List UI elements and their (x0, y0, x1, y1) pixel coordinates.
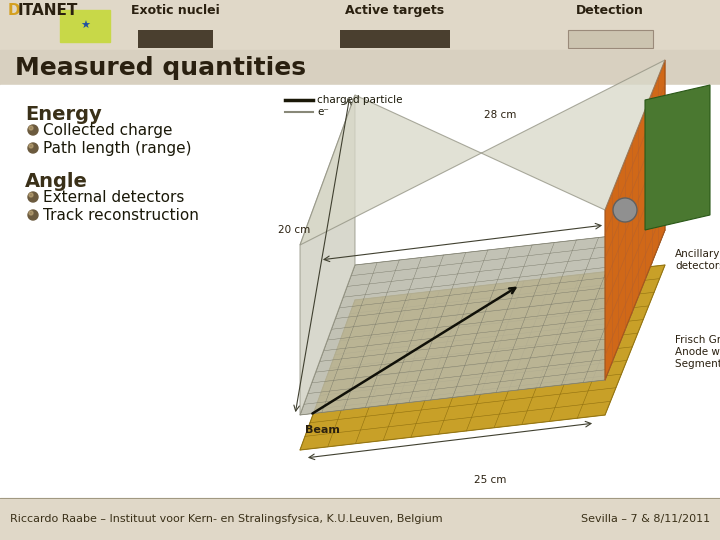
Text: Track reconstruction: Track reconstruction (43, 207, 199, 222)
Circle shape (29, 211, 33, 215)
Text: Segmented cathode: Segmented cathode (675, 359, 720, 369)
Text: Exotic nuclei: Exotic nuclei (130, 4, 220, 17)
Polygon shape (645, 85, 710, 230)
Bar (568, 30, 653, 48)
Text: ITANET: ITANET (18, 3, 78, 18)
Circle shape (613, 198, 637, 222)
Text: charged particle: charged particle (317, 95, 402, 105)
Bar (60, 10, 110, 42)
Bar (0, 50, 720, 85)
Circle shape (29, 193, 33, 197)
Polygon shape (605, 60, 665, 380)
Text: Detection: Detection (576, 4, 644, 17)
Circle shape (29, 144, 33, 148)
Bar (0, 498, 720, 540)
Circle shape (28, 125, 38, 135)
Text: Sevilla – 7 & 8/11/2011: Sevilla – 7 & 8/11/2011 (581, 514, 710, 524)
Text: Frisch Grid: Frisch Grid (675, 335, 720, 345)
Text: Active targets: Active targets (346, 4, 444, 17)
Circle shape (28, 210, 38, 220)
Text: Collected charge: Collected charge (43, 123, 173, 138)
Circle shape (29, 126, 33, 130)
Bar (138, 30, 213, 48)
Polygon shape (300, 60, 665, 245)
Text: D: D (8, 3, 21, 18)
Bar (340, 30, 450, 48)
Text: Path length (range): Path length (range) (43, 140, 192, 156)
Circle shape (28, 192, 38, 202)
Text: e⁻: e⁻ (317, 107, 329, 117)
Text: 20 cm: 20 cm (278, 225, 310, 235)
Text: Ancillary
detectors: Ancillary detectors (675, 249, 720, 271)
Text: Measured quantities: Measured quantities (15, 56, 306, 80)
Text: Angle: Angle (25, 172, 88, 191)
Bar (0, 0, 720, 50)
Text: Beam: Beam (305, 425, 340, 435)
Polygon shape (300, 95, 355, 415)
Text: Riccardo Raabe – Instituut voor Kern- en Stralingsfysica, K.U.Leuven, Belgium: Riccardo Raabe – Instituut voor Kern- en… (10, 514, 443, 524)
Text: 25 cm: 25 cm (474, 475, 506, 485)
Text: 28 cm: 28 cm (484, 110, 516, 120)
Circle shape (28, 143, 38, 153)
Text: Anode wires: Anode wires (675, 347, 720, 357)
Text: Energy: Energy (25, 105, 102, 124)
Polygon shape (300, 265, 665, 450)
Bar (0, 85, 720, 498)
Text: External detectors: External detectors (43, 190, 184, 205)
Text: ★: ★ (80, 21, 90, 31)
Polygon shape (300, 230, 665, 415)
